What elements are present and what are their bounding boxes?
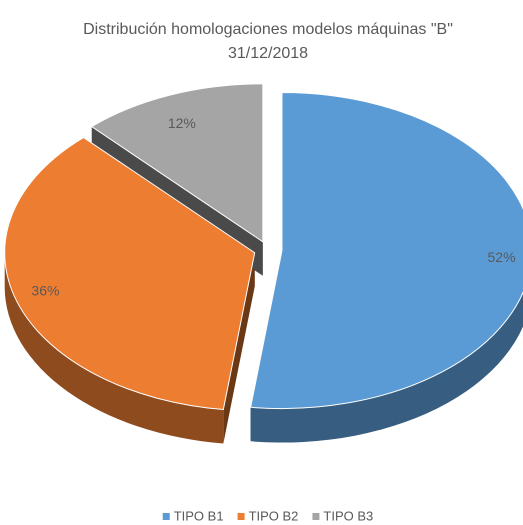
tops [4,83,523,411]
chart-title: Distribución homologaciones modelos máqu… [83,21,453,38]
legend-label: TIPO B3 [323,508,373,523]
legend-swatch [162,513,170,520]
legend-swatch [237,513,245,520]
data-label: 52% [488,249,516,265]
legend-label: TIPO B1 [174,508,224,523]
legend-swatch [312,513,320,520]
slice [90,83,264,243]
data-label: 12% [168,115,196,131]
slice [4,136,256,411]
slice-side [250,292,523,443]
data-label: 36% [31,282,59,298]
slice-wall [223,252,255,444]
chart-subtitle: 31/12/2018 [228,45,308,62]
sides [4,252,523,444]
legend-label: TIPO B2 [249,508,299,523]
slice-side [4,252,224,444]
slice [250,92,523,410]
